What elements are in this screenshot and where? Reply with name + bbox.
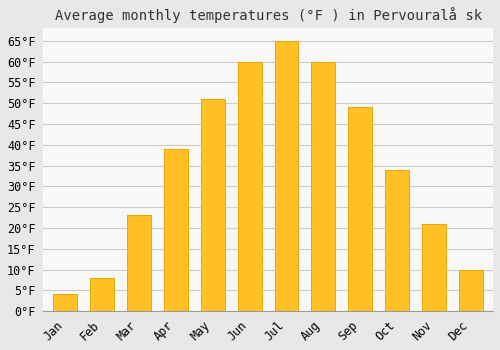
Bar [312,62,336,311]
Bar [459,270,483,311]
Title: Average monthly temperatures (°F ) in Pervouralå sk: Average monthly temperatures (°F ) in Pe… [54,7,482,23]
Bar [422,224,446,311]
Bar [274,41,298,311]
Bar [127,216,151,311]
Bar [90,278,114,311]
Bar [53,294,77,311]
Bar [201,99,224,311]
Bar [385,170,409,311]
Bar [164,149,188,311]
Bar [348,107,372,311]
Bar [238,62,262,311]
